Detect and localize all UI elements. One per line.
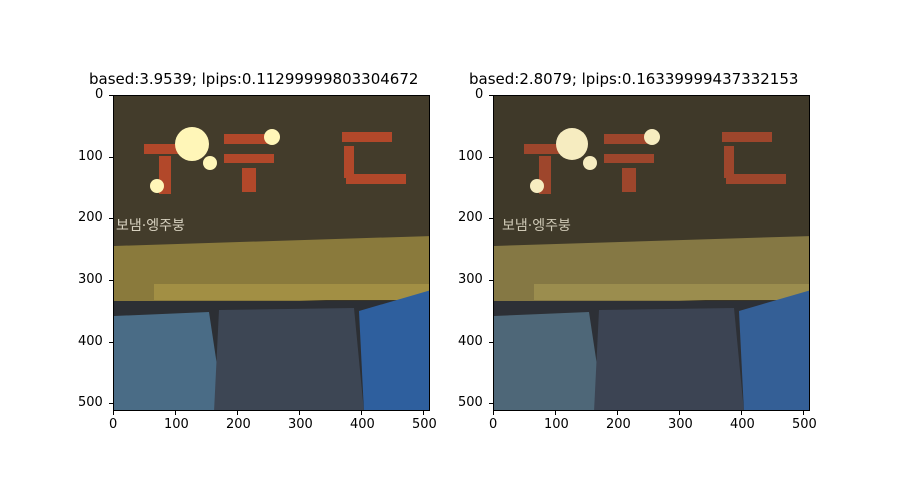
x-tick-label: 100 — [544, 417, 569, 432]
x-tick-label: 400 — [350, 417, 375, 432]
right-image: 보냄·엥주붕 — [493, 95, 810, 411]
x-tick-mark — [299, 411, 300, 415]
y-tick-label: 300 — [78, 272, 103, 287]
x-tick-mark — [679, 411, 680, 415]
right-sign-text: 보냄·엥주붕 — [502, 218, 571, 234]
y-tick-label: 0 — [95, 87, 104, 102]
y-tick-mark — [489, 280, 493, 281]
y-tick-mark — [489, 157, 493, 158]
x-tick-mark — [423, 411, 424, 415]
y-tick-mark — [489, 342, 493, 343]
x-tick-label: 0 — [109, 417, 118, 432]
y-tick-label: 100 — [458, 149, 483, 164]
x-tick-label: 300 — [288, 417, 313, 432]
right-panel-title: based:2.8079; lpips:0.16339999437332153 — [469, 70, 799, 88]
x-tick-label: 200 — [226, 417, 251, 432]
x-tick-label: 200 — [606, 417, 631, 432]
y-tick-mark — [109, 280, 113, 281]
left-image: 보냄·엥주붕 — [113, 95, 430, 411]
y-tick-mark — [109, 95, 113, 96]
x-tick-label: 500 — [792, 417, 817, 432]
y-tick-label: 0 — [475, 87, 484, 102]
y-tick-mark — [489, 403, 493, 404]
left-panel-title: based:3.9539; lpips:0.11299999803304672 — [89, 70, 419, 88]
x-tick-mark — [803, 411, 804, 415]
y-tick-label: 400 — [458, 334, 483, 349]
x-tick-mark — [617, 411, 618, 415]
x-tick-mark — [493, 411, 494, 415]
y-tick-mark — [109, 157, 113, 158]
y-tick-label: 200 — [78, 210, 103, 225]
y-tick-label: 200 — [458, 210, 483, 225]
x-tick-label: 100 — [164, 417, 189, 432]
y-tick-mark — [109, 403, 113, 404]
x-tick-label: 0 — [489, 417, 498, 432]
x-tick-mark — [555, 411, 556, 415]
y-tick-label: 400 — [78, 334, 103, 349]
x-tick-mark — [237, 411, 238, 415]
x-tick-mark — [113, 411, 114, 415]
y-tick-label: 300 — [458, 272, 483, 287]
y-tick-label: 100 — [78, 149, 103, 164]
x-tick-label: 300 — [668, 417, 693, 432]
x-tick-mark — [361, 411, 362, 415]
left-sign-text: 보냄·엥주붕 — [116, 218, 185, 234]
y-tick-label: 500 — [78, 395, 103, 410]
y-tick-mark — [109, 218, 113, 219]
x-tick-label: 400 — [730, 417, 755, 432]
y-tick-mark — [489, 95, 493, 96]
x-tick-label: 500 — [412, 417, 437, 432]
x-tick-mark — [741, 411, 742, 415]
y-tick-mark — [489, 218, 493, 219]
y-tick-mark — [109, 342, 113, 343]
y-tick-label: 500 — [458, 395, 483, 410]
x-tick-mark — [175, 411, 176, 415]
